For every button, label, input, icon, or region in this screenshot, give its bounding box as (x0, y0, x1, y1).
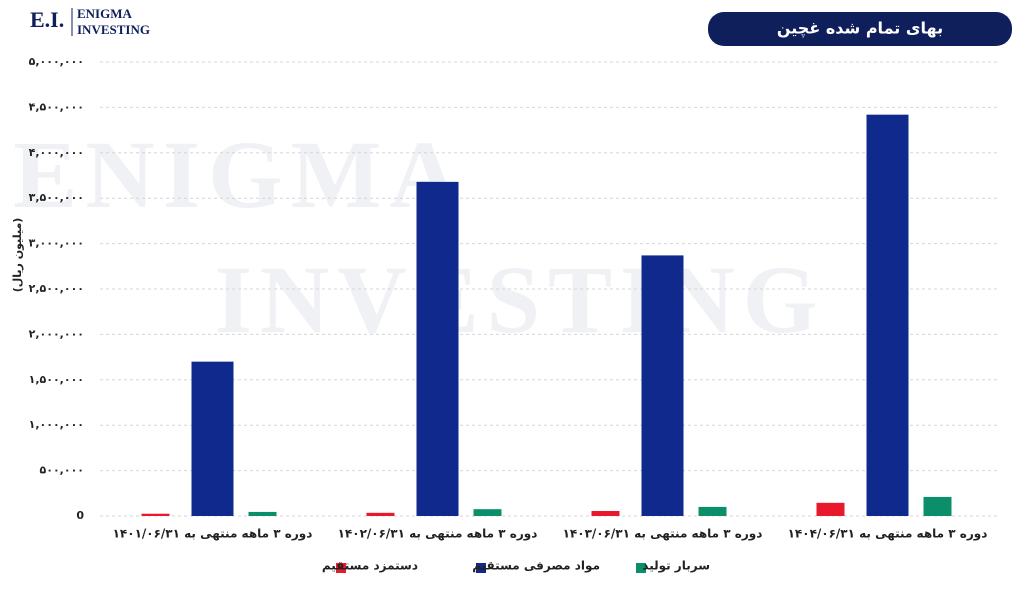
x-tick-label: دوره ۳ ماهه منتهی به ۱۴۰۱/۰۶/۳۱ (113, 527, 313, 542)
bar (141, 513, 170, 516)
watermark: ENIGMA (13, 121, 466, 228)
y-tick-label: ۳,۵۰۰,۰۰۰ (29, 191, 84, 204)
legend-swatch (476, 563, 486, 573)
logo-text: ENIGMA (77, 6, 133, 21)
legend-swatch (336, 563, 346, 573)
legend-label: دستمزد مستقیم (322, 559, 418, 573)
bar (816, 502, 845, 516)
title-box (708, 12, 1012, 46)
watermark: INVESTING (215, 246, 826, 353)
bar (866, 114, 909, 516)
bar (473, 509, 502, 516)
x-tick-label: دوره ۳ ماهه منتهی به ۱۴۰۳/۰۶/۳۱ (563, 527, 763, 542)
y-tick-label: ۱,۵۰۰,۰۰۰ (29, 373, 84, 386)
bar (698, 506, 727, 516)
y-tick-label: 0 (76, 509, 84, 522)
bar (923, 496, 952, 516)
bar (366, 512, 395, 516)
bar (416, 181, 459, 516)
legend-label: مواد مصرفی مستقیم (472, 559, 600, 574)
bar (191, 361, 234, 516)
y-axis-label: (میلیون ریال) (11, 218, 24, 293)
y-tick-label: ۴,۰۰۰,۰۰۰ (29, 146, 84, 159)
logo-mark: E.I. (30, 7, 64, 32)
bar (248, 511, 277, 516)
legend-swatch (636, 563, 646, 573)
y-tick-label: ۵,۰۰۰,۰۰۰ (29, 55, 84, 68)
bar (641, 255, 684, 517)
x-tick-label: دوره ۳ ماهه منتهی به ۱۴۰۲/۰۶/۳۱ (338, 527, 538, 542)
y-tick-label: ۴,۵۰۰,۰۰۰ (29, 100, 84, 113)
bar (591, 511, 620, 516)
x-tick-label: دوره ۳ ماهه منتهی به ۱۴۰۴/۰۶/۳۱ (788, 527, 988, 542)
chart-title: بهای تمام شده غچین (777, 19, 943, 39)
logo-text: INVESTING (77, 22, 150, 37)
y-tick-label: ۲,۵۰۰,۰۰۰ (29, 282, 84, 295)
y-tick-label: ۱,۰۰۰,۰۰۰ (29, 418, 84, 431)
y-tick-label: ۲,۰۰۰,۰۰۰ (29, 327, 84, 340)
legend-label: سربار تولید (642, 559, 710, 574)
y-tick-label: ۵۰۰,۰۰۰ (40, 464, 84, 477)
y-tick-label: ۳,۰۰۰,۰۰۰ (29, 237, 84, 250)
